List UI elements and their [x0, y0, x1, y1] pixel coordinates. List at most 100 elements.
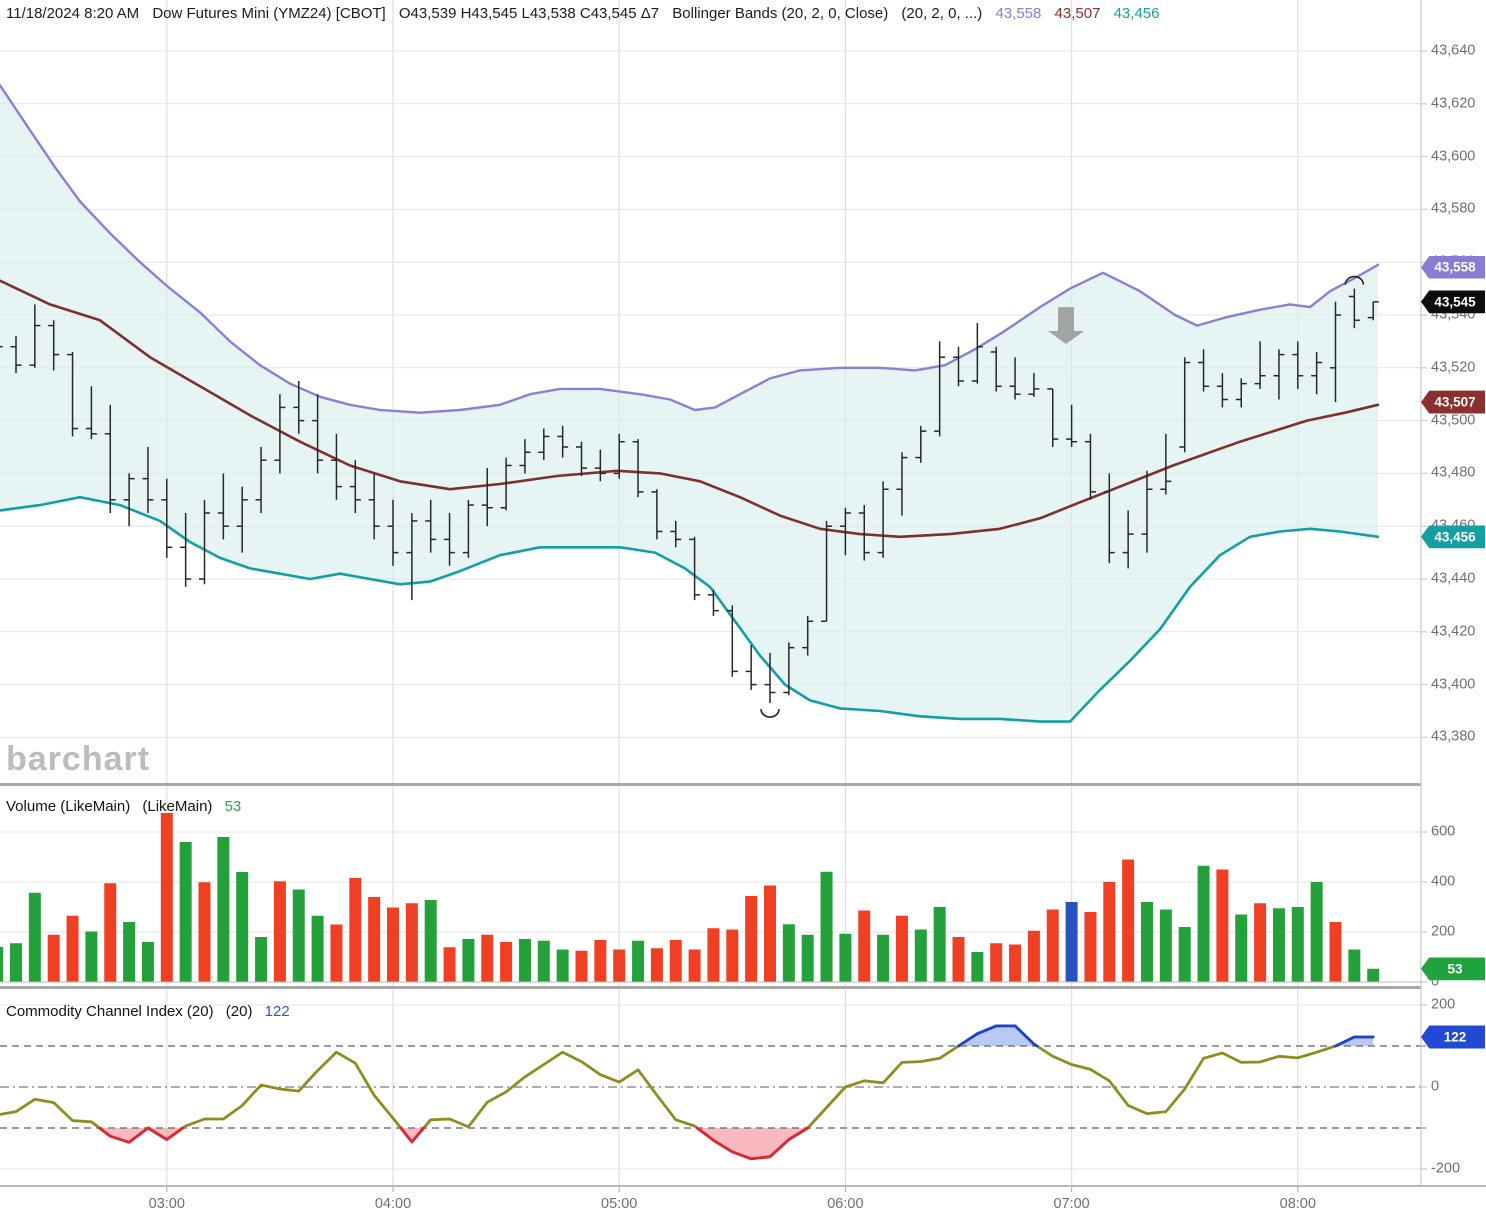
volume-bar — [669, 940, 682, 982]
volume-bar — [443, 947, 456, 982]
volume-bar — [1254, 903, 1267, 982]
volume-bar — [179, 842, 192, 982]
volume-bar — [481, 934, 494, 982]
time-axis-label: 06:00 — [827, 1196, 864, 1212]
bb-lower-tag: 43,456 — [1421, 525, 1485, 549]
price-axis-label: 43,600 — [1431, 148, 1476, 165]
volume-bar — [330, 924, 343, 982]
volume-bar — [1291, 907, 1304, 982]
volume-bar — [1178, 927, 1191, 982]
cci-panel-title: Commodity Channel Index (20) (20) 122 — [6, 1003, 298, 1020]
cci-oversold-line — [98, 1126, 150, 1144]
volume-bar — [311, 915, 324, 982]
bb-middle-tag: 43,507 — [1421, 390, 1485, 414]
volume-bar — [858, 910, 871, 982]
volume-panel-title: Volume (LikeMain) (LikeMain) 53 — [6, 798, 249, 815]
volume-bar — [782, 924, 795, 982]
volume-bar — [1122, 859, 1135, 982]
cci-tag: 122 — [1421, 1025, 1485, 1049]
volume-bar — [632, 940, 645, 982]
volume-bar — [141, 942, 154, 982]
volume-bar — [368, 897, 381, 982]
volume-bar — [971, 952, 984, 982]
volume-bar — [387, 907, 399, 982]
cci-axis-label: -200 — [1431, 1160, 1461, 1177]
down-arrow-icon — [1048, 307, 1084, 345]
cci-oversold-fill — [697, 1128, 808, 1159]
time-axis-label: 08:00 — [1279, 1196, 1316, 1212]
cci-oversold-line — [399, 1126, 426, 1144]
volume-bar — [217, 837, 230, 982]
price-axis-label: 43,480 — [1431, 465, 1476, 482]
volume-bar — [650, 948, 663, 982]
cci-oversold-line — [146, 1126, 185, 1141]
volume-bar — [801, 934, 814, 982]
volume-study-params: (LikeMain) — [142, 798, 213, 815]
header-bb-upper-value: 43,558 — [995, 5, 1042, 22]
bollinger-band-fill — [0, 85, 1378, 722]
volume-bar — [66, 915, 79, 982]
volume-bar — [1272, 908, 1285, 982]
lowest-low-arc-icon — [760, 708, 780, 718]
volume-bar — [1027, 930, 1040, 982]
time-axis-line — [0, 1185, 1486, 1187]
volume-bar — [518, 939, 531, 982]
volume-bar — [1329, 922, 1342, 982]
volume-bar — [123, 922, 136, 982]
cci-study-label: Commodity Channel Index (20) — [6, 1003, 214, 1020]
volume-bar — [1348, 949, 1361, 982]
volume-bar — [47, 934, 60, 982]
volume-bar — [462, 939, 475, 982]
volume-bar — [255, 937, 268, 982]
cci-line — [0, 1024, 1375, 1161]
volume-bar — [1084, 912, 1097, 982]
time-axis-label: 04:00 — [374, 1196, 412, 1212]
barchart-logo: barchart — [6, 740, 151, 778]
time-axis-label: 07:00 — [1053, 1196, 1090, 1212]
volume-bar — [1367, 968, 1380, 982]
price-axis-label: 43,500 — [1431, 412, 1476, 429]
header-bb-middle-value: 43,507 — [1054, 5, 1101, 22]
volume-bar — [764, 885, 776, 982]
volume-bar — [1197, 865, 1210, 982]
volume-bar — [575, 950, 588, 982]
bollinger-upper-band — [0, 84, 1380, 414]
volume-bar — [292, 889, 305, 982]
volume-bar — [613, 949, 626, 982]
volume-bar — [726, 929, 739, 982]
cci-overbought-fill — [958, 1025, 1037, 1046]
bollinger-lower-band — [0, 495, 1380, 723]
header-datetime: 11/18/2024 8:20 AM — [6, 5, 140, 22]
price-axis-label: 43,640 — [1431, 42, 1476, 59]
volume-tag: 53 — [1421, 957, 1485, 981]
volume-bar — [537, 940, 550, 982]
header-study-params: (20, 2, 0, ...) — [901, 5, 983, 22]
price-axis-label: 43,420 — [1431, 623, 1476, 640]
volume-bar — [594, 940, 607, 982]
volume-bar — [688, 949, 701, 982]
price-axis-label: 43,440 — [1431, 570, 1476, 587]
price-axis-label: 43,380 — [1431, 729, 1476, 746]
volume-study-label: Volume (LikeMain) — [6, 798, 131, 815]
cci-current-value: 122 — [264, 1003, 290, 1020]
cci-oversold-line — [695, 1126, 810, 1161]
volume-bar — [198, 882, 211, 982]
price-axis-label: 43,400 — [1431, 676, 1476, 693]
cci-axis-label: 0 — [1431, 1078, 1440, 1095]
volume-bar — [85, 931, 98, 982]
volume-bar — [933, 907, 946, 982]
time-axis-label: 03:00 — [148, 1196, 185, 1212]
cci-study-params: (20) — [225, 1003, 253, 1020]
volume-bar — [707, 928, 720, 982]
volume-bar — [273, 881, 286, 982]
volume-bar — [914, 929, 927, 982]
volume-bar — [745, 896, 758, 982]
volume-bar — [556, 949, 569, 982]
volume-bar — [877, 934, 890, 982]
last-price-tag: 43,545 — [1421, 290, 1485, 314]
header-bb-lower-value: 43,456 — [1113, 5, 1160, 22]
volume-bar — [1159, 909, 1172, 982]
cci-overbought-line — [1334, 1035, 1375, 1048]
